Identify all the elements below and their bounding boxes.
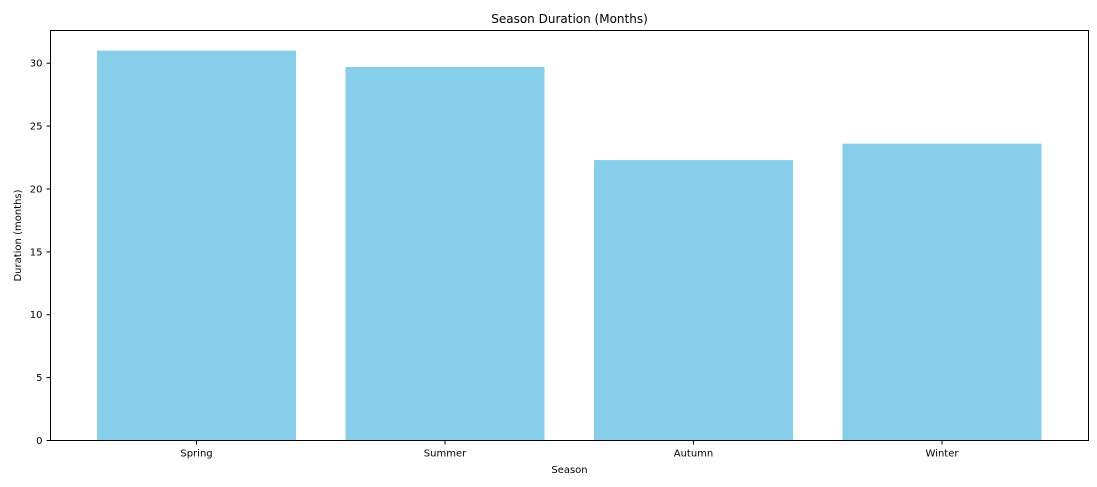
x-axis-title: Season [551, 465, 587, 476]
y-tick-label: 10 [30, 310, 43, 321]
y-tick-label: 0 [36, 436, 42, 447]
x-tick-label-winter: Winter [926, 449, 960, 460]
chart-title: Season Duration (Months) [491, 12, 648, 26]
y-tick-label: 25 [30, 122, 43, 133]
bar-summer [345, 66, 545, 441]
x-axis-ticks: Spring Summer Autumn Winter [180, 440, 960, 460]
bars-group [97, 50, 1042, 441]
y-tick-label: 20 [30, 184, 43, 195]
plot-frame [50, 30, 1089, 441]
y-tick-label: 15 [30, 247, 43, 258]
y-axis-ticks: 0 5 10 15 20 25 30 [30, 59, 51, 447]
bar-spring [97, 50, 296, 441]
x-tick-label-summer: Summer [424, 449, 467, 460]
y-tick-label: 30 [30, 59, 43, 70]
x-tick-label-autumn: Autumn [674, 449, 714, 460]
y-axis-title: Duration (months) [13, 189, 24, 281]
y-tick-label: 5 [36, 373, 42, 384]
bar-autumn [594, 160, 793, 441]
x-tick-label-spring: Spring [180, 449, 212, 460]
bar-winter [842, 143, 1042, 441]
